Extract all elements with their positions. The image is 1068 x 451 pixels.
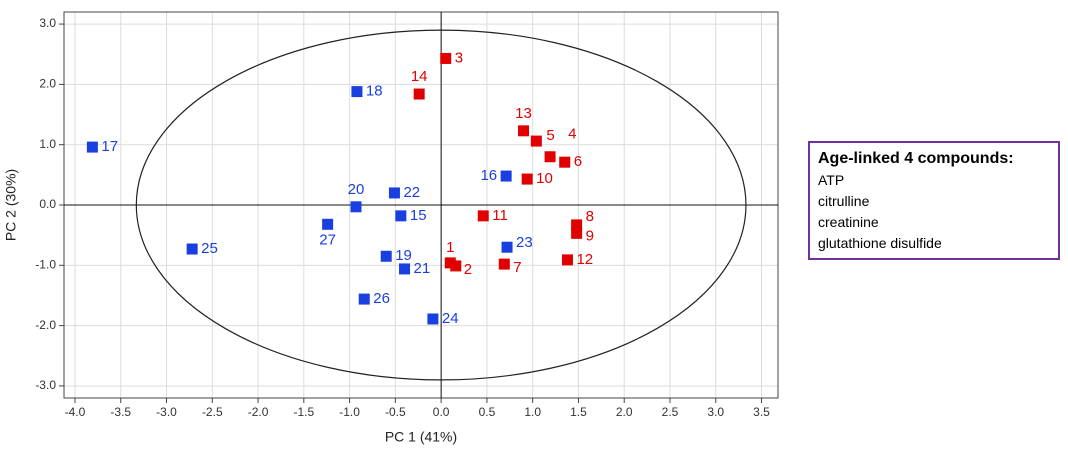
point-label: 21 bbox=[414, 260, 431, 277]
point bbox=[186, 243, 198, 255]
x-tick-label: 3.5 bbox=[753, 405, 770, 419]
point bbox=[388, 187, 400, 199]
point-label: 16 bbox=[480, 167, 497, 184]
point-label: 9 bbox=[586, 227, 594, 244]
point bbox=[521, 173, 533, 185]
x-tick-label: 0.0 bbox=[433, 405, 450, 419]
point-label: 22 bbox=[403, 184, 420, 201]
point bbox=[500, 170, 512, 182]
point bbox=[544, 151, 556, 163]
x-tick-label: -0.5 bbox=[385, 405, 406, 419]
x-tick-label: 0.5 bbox=[479, 405, 496, 419]
compound: ATP bbox=[818, 172, 845, 188]
point bbox=[86, 141, 98, 153]
point-label: 13 bbox=[515, 105, 532, 122]
y-tick-label: -1.0 bbox=[35, 257, 56, 271]
y-tick-label: -3.0 bbox=[35, 378, 56, 392]
compound-box: Age-linked 4 compounds: ATP citrulline cre… bbox=[808, 141, 1060, 260]
point-label: 24 bbox=[442, 310, 459, 327]
point bbox=[559, 156, 571, 168]
point bbox=[501, 241, 513, 253]
x-tick-label: 1.0 bbox=[524, 405, 541, 419]
x-tick-label: 1.5 bbox=[570, 405, 587, 419]
chart: PC 1 (41%) PC 2 (30%) -4.0 -3.5 -3.0 -2.5 -2… bbox=[3, 11, 779, 445]
point bbox=[427, 313, 439, 325]
point bbox=[413, 88, 425, 100]
point-label: 27 bbox=[319, 231, 336, 248]
point-label: 2 bbox=[464, 261, 472, 278]
point bbox=[395, 210, 407, 222]
compound: creatinine bbox=[818, 214, 879, 230]
point-label: 6 bbox=[574, 153, 582, 170]
point-label: 25 bbox=[201, 240, 218, 257]
x-tick-label: 2.0 bbox=[616, 405, 633, 419]
x-tick-label: -3.0 bbox=[156, 405, 177, 419]
point-label: 8 bbox=[586, 208, 594, 225]
point-label: 3 bbox=[455, 49, 463, 66]
x-tick-label: -1.5 bbox=[293, 405, 314, 419]
point-label: 1 bbox=[446, 239, 454, 256]
point bbox=[358, 293, 370, 305]
x-tick-label: -1.0 bbox=[339, 405, 360, 419]
compound: glutathione disulfide bbox=[818, 235, 942, 251]
y-tick-label: 2.0 bbox=[39, 77, 56, 91]
x-tick-label: -4.0 bbox=[65, 405, 86, 419]
point-label: 15 bbox=[410, 207, 427, 224]
point bbox=[322, 218, 334, 230]
point-label: 4 bbox=[568, 126, 576, 143]
point-label: 26 bbox=[373, 290, 390, 307]
y-tick-label: -2.0 bbox=[35, 318, 56, 332]
point-label: 14 bbox=[411, 68, 428, 85]
point bbox=[477, 210, 489, 222]
confidence-ellipse bbox=[135, 29, 747, 381]
point bbox=[450, 260, 462, 272]
y-tick-label: 0.0 bbox=[39, 197, 56, 211]
point bbox=[561, 254, 573, 266]
point bbox=[571, 219, 583, 231]
point-label: 23 bbox=[516, 234, 533, 251]
x-tick-label: -3.5 bbox=[110, 405, 131, 419]
x-axis-title: PC 1 (41%) bbox=[385, 429, 457, 445]
point bbox=[350, 201, 362, 213]
y-axis-title: PC 2 (30%) bbox=[3, 169, 19, 241]
point bbox=[571, 227, 583, 239]
point bbox=[351, 86, 363, 98]
point bbox=[518, 125, 530, 137]
x-tick-label: 3.0 bbox=[707, 405, 724, 419]
point-label: 12 bbox=[576, 251, 593, 268]
point bbox=[399, 263, 411, 275]
point-label: 11 bbox=[492, 207, 508, 224]
point-label: 20 bbox=[348, 181, 365, 198]
point-label: 18 bbox=[366, 83, 383, 100]
point-label: 19 bbox=[395, 247, 412, 264]
x-tick-label: -2.5 bbox=[202, 405, 223, 419]
y-tick-label: 3.0 bbox=[39, 16, 56, 30]
y-tick-label: 1.0 bbox=[39, 137, 56, 151]
compound: citrulline bbox=[818, 193, 870, 209]
point bbox=[498, 258, 510, 270]
point-label: 5 bbox=[546, 127, 554, 144]
x-tick-label: 2.5 bbox=[662, 405, 679, 419]
point-label: 7 bbox=[513, 259, 521, 276]
point bbox=[440, 52, 452, 64]
box-title: Age-linked 4 compounds: bbox=[818, 150, 1014, 167]
point-label: 17 bbox=[101, 138, 118, 155]
x-tick-label: -2.0 bbox=[248, 405, 269, 419]
point bbox=[530, 135, 542, 147]
point-label: 10 bbox=[536, 170, 553, 187]
point bbox=[380, 250, 392, 262]
